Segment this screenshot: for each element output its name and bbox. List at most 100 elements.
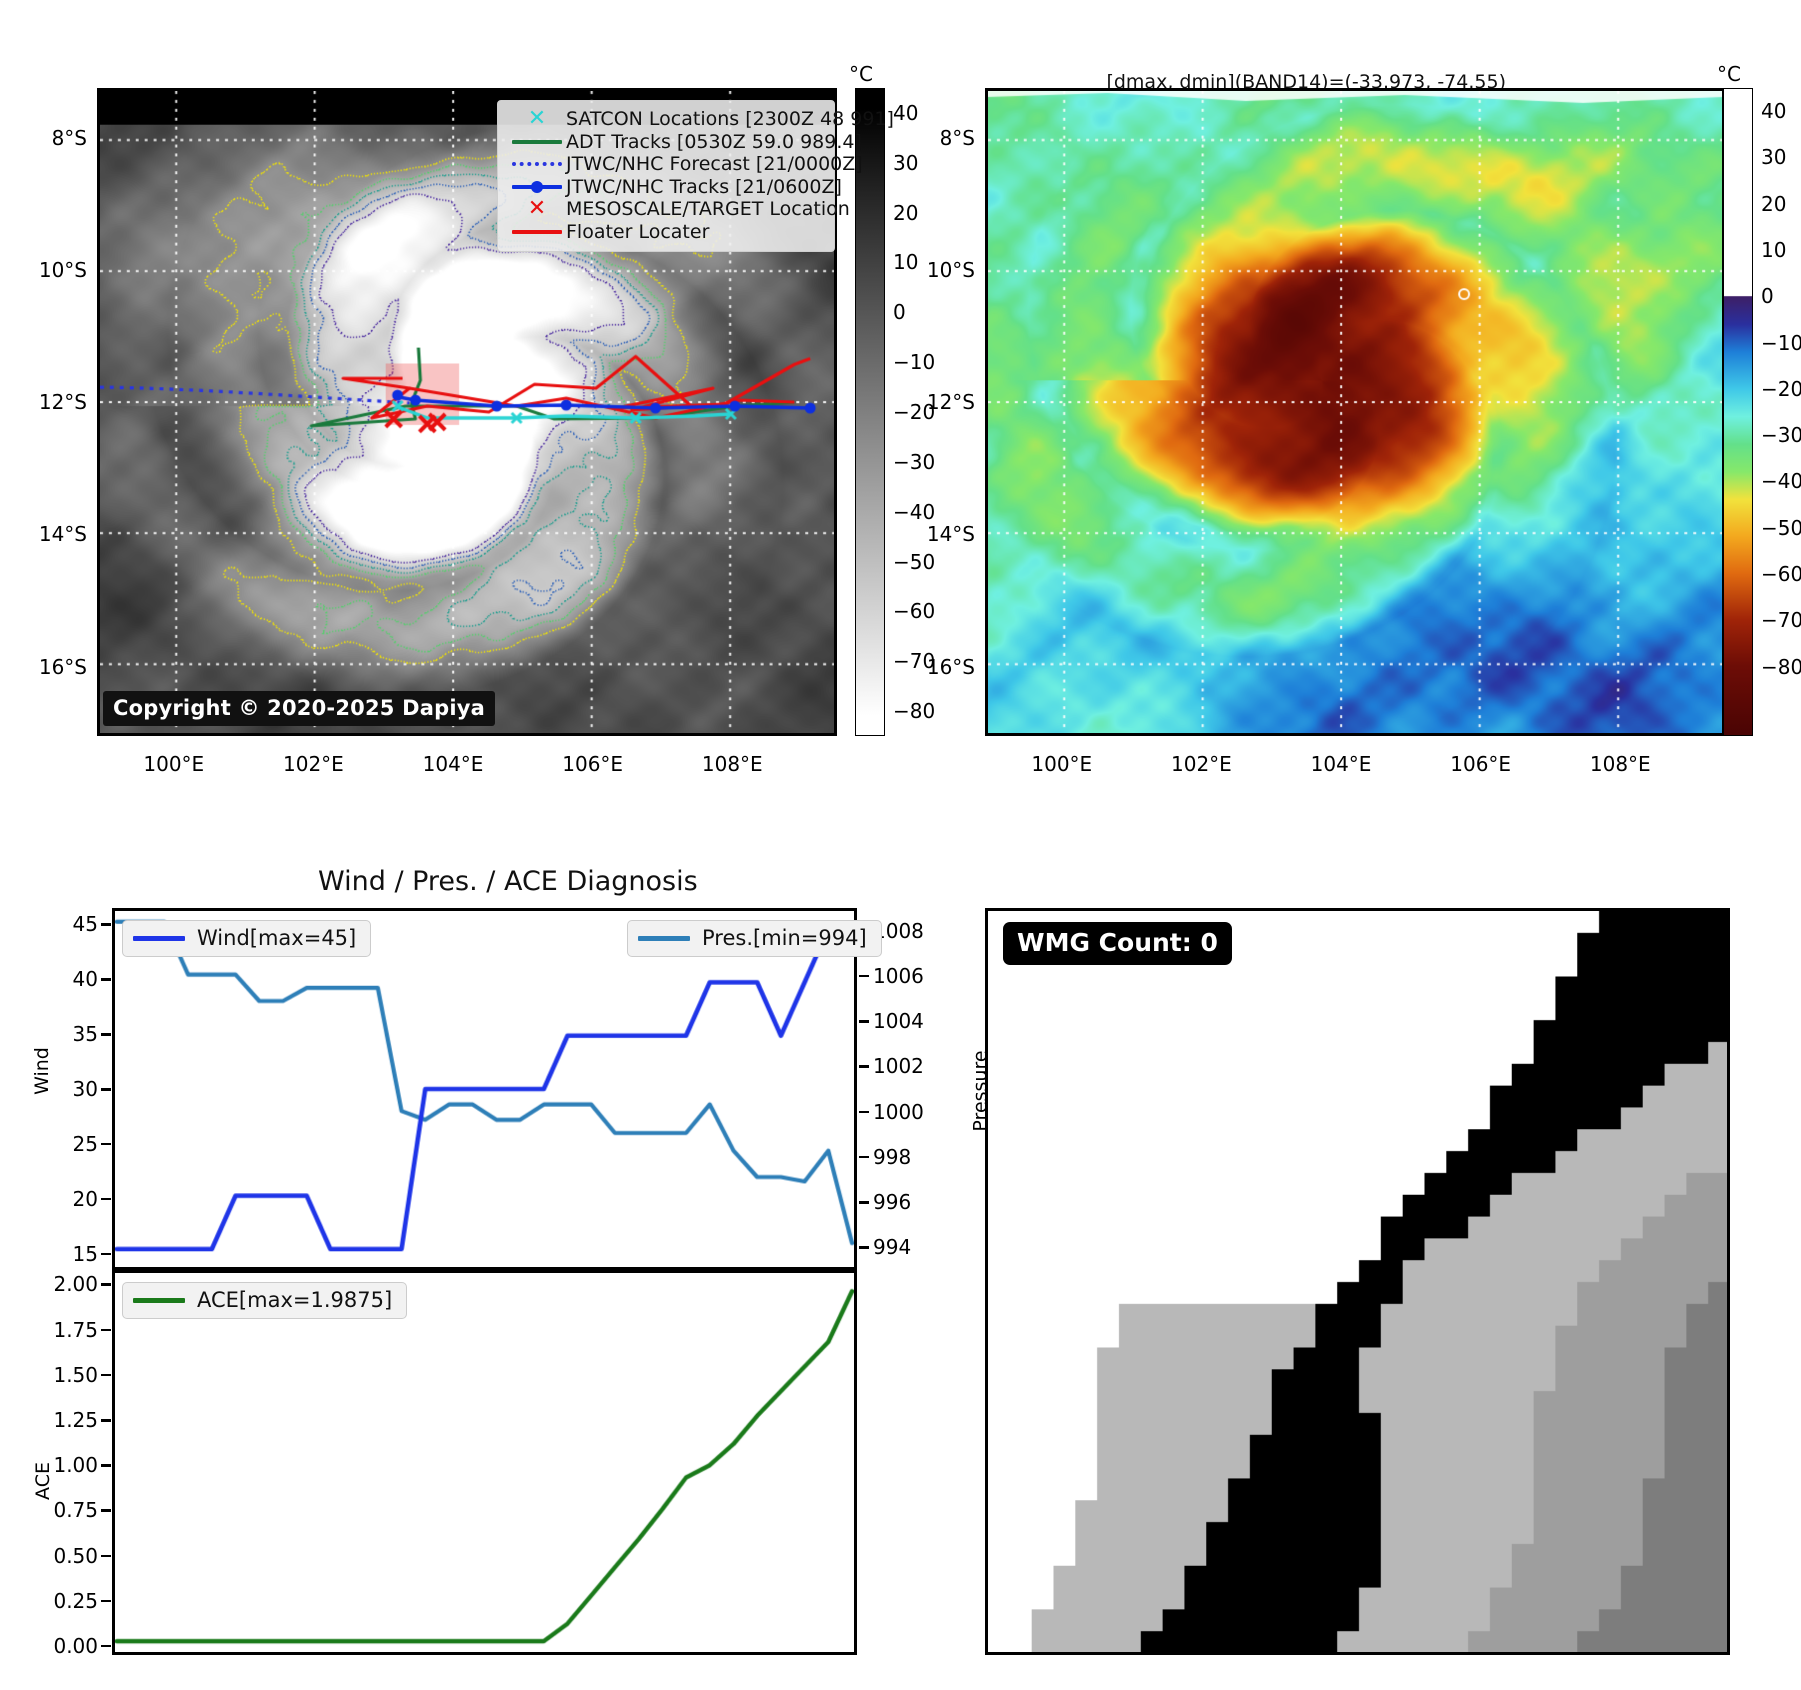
pressure-tick-mark [859,1110,869,1114]
colorbar-tick-label: −50 [893,549,936,574]
legend-label: JTWC/NHC Tracks [21/0600Z] [566,175,842,198]
forecast-dotted-line-icon [508,162,566,167]
pressure-legend-label: Pres.[min=994] [702,926,867,950]
ace-tick-mark [101,1599,111,1603]
wind-series-legend: Wind[max=45] [122,920,372,957]
awv-satellite-map[interactable] [985,88,1725,736]
pressure-tick-label: 1004 [873,1009,924,1034]
map-lon-tick: 106°E [562,752,624,776]
colorbar-tick-label: −60 [893,599,936,624]
pressure-tick-label: 996 [873,1190,912,1215]
colorbar-tick-label: −70 [1761,608,1801,633]
legend-label: MESOSCALE/TARGET Location [566,198,850,221]
wind-tick-label: 40 [72,967,98,992]
legend-label: Floater Locater [566,220,710,243]
wind-tick-label: 15 [72,1241,98,1266]
wind-pressure-chart[interactable] [112,908,857,1270]
map-lat-tick: 10°S [926,257,975,282]
wind-tick-mark [101,1197,111,1201]
map-lat-tick: 14°S [926,522,975,547]
colorbar-tick-label: 40 [893,100,919,125]
wmg-panel[interactable] [985,908,1730,1655]
colorbar-tick-label: −20 [1761,376,1801,401]
wind-tick-mark [101,923,111,926]
colorbar-tick-label: 20 [893,200,919,225]
map-lat-tick: 12°S [926,390,975,415]
ace-tick-label: 0.00 [53,1633,98,1658]
ace-chart[interactable] [112,1270,857,1655]
pressure-tick-mark [859,1065,869,1068]
colorbar-left-ticks: 40 30 20 10 0 −10 −20 −30 −40 −50 −60 −70 −80 [893,88,973,736]
map-lat-tick: 8°S [51,125,87,150]
wind-tick-mark [101,1142,111,1146]
satcon-x-icon: ✕ [527,106,547,132]
map-lon-tick: 102°E [1171,752,1232,776]
map-lon-tick: 100°E [143,752,205,776]
colorbar-left-unit: °C [849,62,873,86]
colorbar-left-gradient [855,88,885,736]
legend-item-floater: Floater Locater [508,221,824,244]
colorbar-tick-label: −30 [1761,423,1801,448]
map-lon-tick: 100°E [1031,752,1093,776]
ace-tick-label: 0.25 [53,1588,98,1613]
adt-line-icon [508,139,566,144]
legend-item-mesoscale: ✕ MESOSCALE/TARGET Location [508,198,850,221]
pressure-tick-mark [859,1020,869,1023]
ace-tick-label: 2.00 [53,1272,98,1297]
map-lat-tick: 10°S [38,257,87,282]
colorbar-tick-label: −20 [893,400,936,424]
ace-tick-mark [101,1464,111,1467]
map-lon-tick: 104°E [1310,752,1372,776]
ace-line-icon [133,1297,185,1303]
wind-tick-label: 30 [72,1077,98,1101]
ace-tick-label: 0.50 [53,1543,98,1568]
legend-item-adt: ADT Tracks [0530Z 59.0 989.4] [508,131,862,154]
legend-label: JTWC/NHC Forecast [21/0000Z] [566,153,863,176]
map-lon-tick: 104°E [422,752,484,776]
ace-tick-mark [101,1283,111,1286]
colorbar-tick-label: −60 [1761,562,1801,586]
colorbar-tick-label: 20 [1761,191,1787,216]
ace-axis-label: ACE [31,1462,54,1500]
colorbar-tick-label: −10 [1761,330,1801,355]
ace-tick-mark [101,1373,111,1377]
map-lat-tick: 8°S [939,125,975,150]
legend-item-satcon: ✕ SATCON Locations [2300Z 48 991] [508,106,894,132]
colorbar-tick-label: −80 [1761,654,1801,679]
ir-map-legend: ✕ SATCON Locations [2300Z 48 991] ADT Tr… [497,100,894,252]
map-lat-tick: 14°S [38,522,87,547]
awv-map-canvas [988,91,1722,733]
ace-tick-label: 1.25 [53,1408,98,1433]
colorbar-tick-label: 40 [1761,99,1787,124]
pressure-tick-label: 998 [873,1144,912,1169]
map-lon-tick: 108°E [1589,752,1651,776]
ace-tick-label: 1.00 [53,1453,98,1478]
pressure-tick-label: 1006 [873,963,924,988]
map-lat-tick: 16°S [38,654,87,679]
legend-label: SATCON Locations [2300Z 48 991] [566,108,894,131]
ace-tick-mark [101,1509,111,1512]
ace-tick-mark [101,1644,111,1648]
colorbar-tick-label: 10 [893,250,919,275]
ace-tick-label: 1.75 [53,1317,98,1342]
wind-tick-label: 20 [72,1186,98,1211]
ace-tick-label: 0.75 [53,1498,98,1523]
wmg-canvas [988,911,1727,1652]
ir-satellite-map[interactable] [97,88,837,736]
wmg-count-badge: WMG Count: 0 [1003,922,1232,965]
colorbar-tick-label: −80 [893,699,936,724]
colorbar-right-unit: °C [1717,62,1741,86]
colorbar-tick-label: 0 [1761,284,1774,309]
colorbar-right-ticks: 40 30 20 10 0 −10 −20 −30 −40 −50 −60 −70 −80 [1761,88,1801,736]
pressure-tick-mark [859,1155,869,1159]
floater-line-icon [508,229,566,234]
ace-tick-mark [101,1419,111,1422]
pressure-tick-label: 1000 [873,1099,924,1124]
ace-canvas [115,1273,854,1652]
wind-line-icon [133,935,185,941]
pressure-tick-mark [859,1246,869,1249]
colorbar-tick-label: 0 [893,300,906,325]
colorbar-tick-label: 30 [1761,145,1787,170]
colorbar-tick-label: −40 [893,499,936,524]
